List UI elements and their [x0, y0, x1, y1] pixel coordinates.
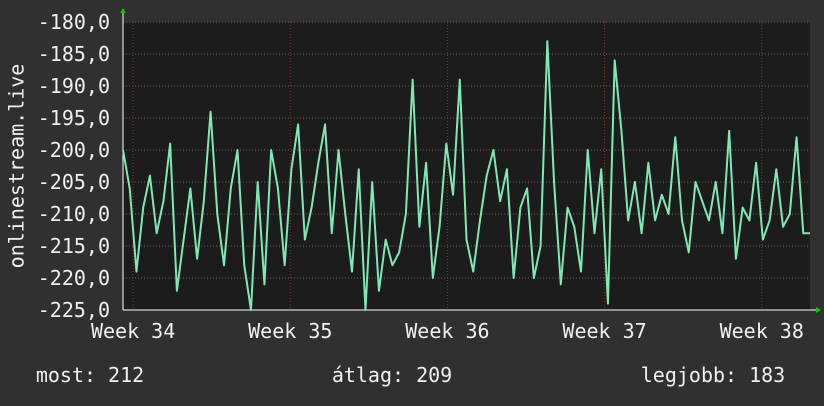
y-tick-label: -205,0	[38, 170, 110, 194]
y-tick-label: -200,0	[38, 138, 110, 162]
footer-stat: legjobb: 183	[641, 363, 785, 387]
line-series	[122, 40, 810, 311]
footer-value: 209	[416, 363, 452, 387]
footer-label: most:	[36, 363, 96, 387]
footer-label: átlag:	[332, 363, 404, 387]
arrow	[816, 307, 821, 313]
y-tick-label: -210,0	[38, 202, 110, 226]
y-tick-label: -220,0	[38, 266, 110, 290]
footer-value: 183	[749, 363, 785, 387]
x-tick-label: Week 34	[91, 319, 175, 343]
y-tick-label: -180,0	[38, 10, 110, 34]
y-tick-label: -190,0	[38, 74, 110, 98]
x-tick-label: Week 35	[248, 319, 332, 343]
y-tick-label: -195,0	[38, 106, 110, 130]
y-tick-label: -225,0	[38, 298, 110, 322]
plot-area	[123, 22, 810, 310]
footer-stat: most: 212	[36, 363, 144, 387]
y-tick-label: -185,0	[38, 42, 110, 66]
x-tick-label: Week 37	[562, 319, 646, 343]
y-axis-label: onlinestream.live	[5, 64, 29, 269]
arrow	[120, 8, 126, 13]
footer-label: legjobb:	[641, 363, 737, 387]
footer-stat: átlag: 209	[332, 363, 452, 387]
x-tick-label: Week 36	[405, 319, 489, 343]
footer-value: 212	[108, 363, 144, 387]
y-tick-label: -215,0	[38, 234, 110, 258]
x-tick-label: Week 38	[720, 319, 804, 343]
